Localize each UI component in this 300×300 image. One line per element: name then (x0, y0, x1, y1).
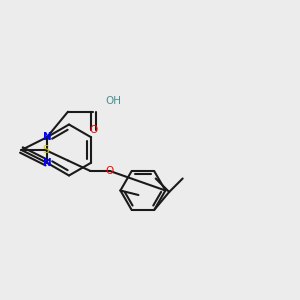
Text: N: N (43, 158, 51, 168)
Text: S: S (42, 145, 49, 155)
Text: OH: OH (105, 96, 121, 106)
Text: N: N (43, 132, 51, 142)
Text: O: O (89, 125, 98, 135)
Text: O: O (106, 166, 114, 176)
